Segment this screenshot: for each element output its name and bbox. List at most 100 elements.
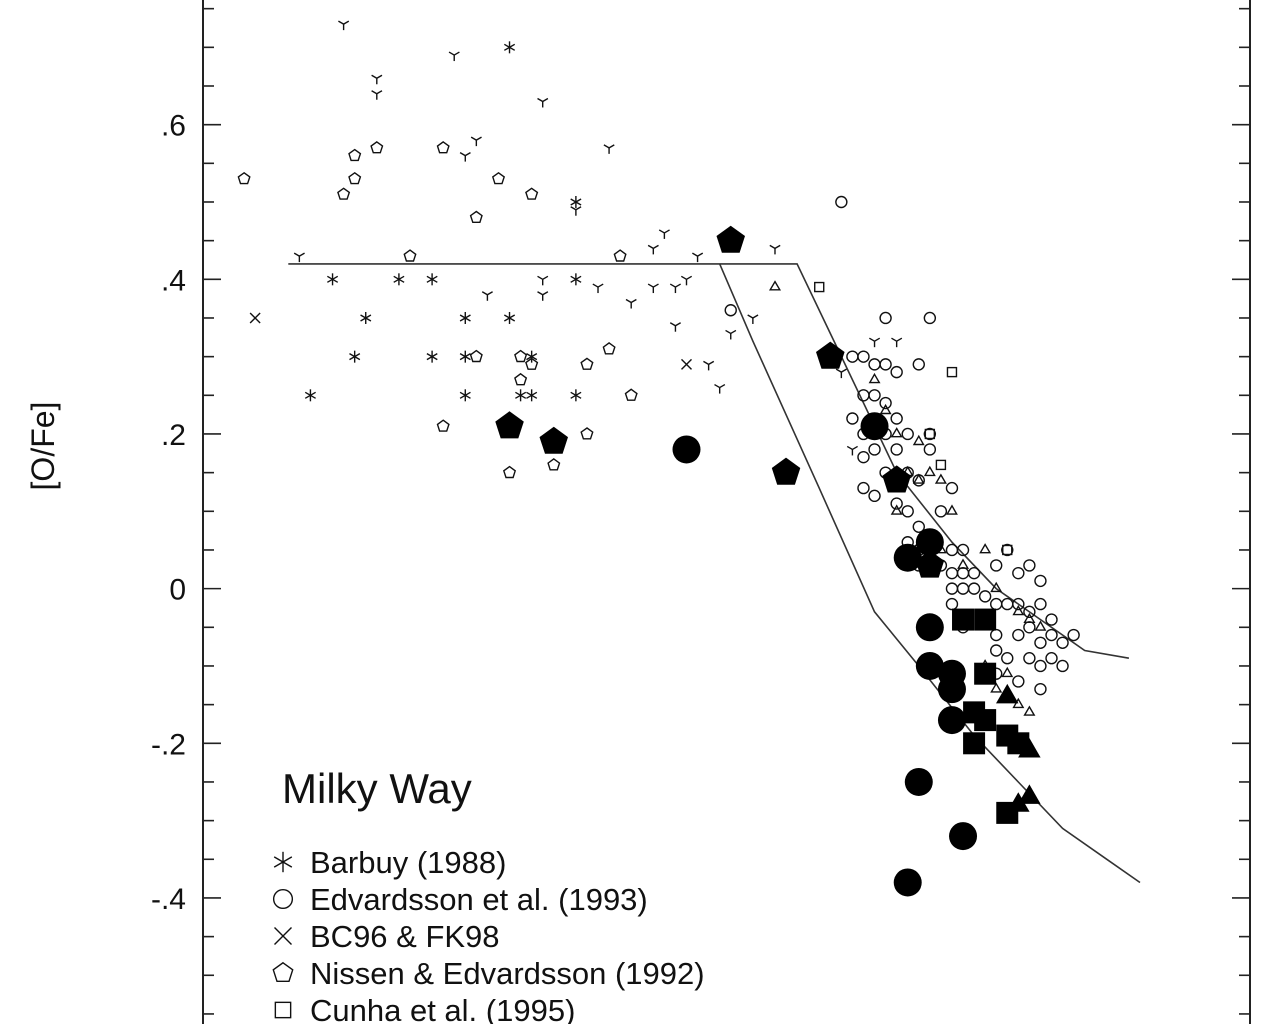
point-square-filled xyxy=(963,732,986,755)
point-tripod xyxy=(692,252,704,263)
series-pentagon-open xyxy=(237,141,638,479)
point-tripod xyxy=(448,51,460,62)
model-line-1 xyxy=(288,263,1130,659)
point-triangle-open xyxy=(1023,612,1036,623)
point-circle-open xyxy=(901,427,914,441)
point-circle-open xyxy=(967,582,981,595)
point-circle-open xyxy=(923,311,937,325)
point-cross xyxy=(681,358,692,370)
point-tripod xyxy=(537,291,549,301)
point-pentagon-open xyxy=(502,465,517,479)
point-circle-filled xyxy=(937,675,966,704)
point-tripod xyxy=(669,322,681,332)
point-circle-open xyxy=(1001,597,1014,611)
point-circle-open xyxy=(934,505,948,518)
point-tripod xyxy=(769,244,781,255)
point-circle-open xyxy=(868,443,881,456)
point-triangle-open xyxy=(890,427,903,438)
point-pentagon-open xyxy=(469,210,483,224)
point-asterisk xyxy=(426,350,438,363)
point-circle-open xyxy=(990,628,1003,642)
point-circle-open xyxy=(1067,628,1080,642)
legend-item: BC96 & FK98 xyxy=(274,919,500,954)
point-tripod xyxy=(592,283,604,294)
legend-label: Barbuy (1988) xyxy=(310,845,506,880)
point-asterisk xyxy=(570,389,582,402)
series-square-open xyxy=(814,281,1013,556)
point-tripod xyxy=(725,329,737,340)
point-pentagon-filled xyxy=(771,457,801,485)
point-circle-filled xyxy=(860,412,889,441)
point-circle-open xyxy=(1056,636,1069,649)
series-triangle-filled xyxy=(996,683,1041,812)
point-triangle-open xyxy=(1034,620,1047,631)
point-asterisk xyxy=(459,311,471,324)
point-triangle-open xyxy=(923,465,936,477)
y-tick-label: .2 xyxy=(161,419,186,452)
point-circle-filled xyxy=(672,435,701,464)
point-tripod xyxy=(470,136,482,147)
y-axis-ticks xyxy=(203,7,1250,1015)
point-circle-open xyxy=(724,304,737,317)
point-pentagon-open xyxy=(514,372,528,386)
legend-marker-asterisk xyxy=(273,851,293,873)
point-circle-open xyxy=(1001,652,1014,665)
point-tripod xyxy=(459,151,471,162)
point-pentagon-open xyxy=(337,187,351,200)
point-triangle-open xyxy=(912,473,925,484)
point-circle-open xyxy=(1045,613,1058,626)
point-circle-open xyxy=(1001,543,1014,557)
point-circle-open xyxy=(1023,559,1036,572)
point-tripod xyxy=(747,314,759,324)
point-circle-open xyxy=(1012,628,1025,642)
point-triangle-open xyxy=(990,581,1003,593)
point-circle-open xyxy=(879,396,892,410)
point-circle-open xyxy=(1045,628,1058,642)
point-pentagon-open xyxy=(525,187,539,200)
point-circle-open xyxy=(945,597,959,611)
point-tripod xyxy=(647,244,659,255)
point-circle-open xyxy=(868,358,881,371)
point-tripod xyxy=(647,283,659,294)
point-tripod xyxy=(537,275,549,286)
point-circle-open xyxy=(956,582,970,595)
point-pentagon-open xyxy=(491,171,506,185)
series-pentagon-filled xyxy=(495,225,945,578)
point-triangle-open xyxy=(879,403,892,415)
point-circle-open xyxy=(1034,574,1047,588)
point-pentagon-open xyxy=(348,171,362,185)
legend-marker-pentagon-open xyxy=(272,961,294,982)
point-square-filled xyxy=(952,608,975,631)
point-circle-open xyxy=(879,311,892,325)
point-circle-filled xyxy=(915,613,944,642)
y-tick-label: .4 xyxy=(161,264,186,297)
point-tripod xyxy=(703,360,715,371)
point-circle-filled xyxy=(893,868,922,897)
point-circle-open xyxy=(835,195,848,209)
point-circle-open xyxy=(912,358,925,371)
legend-item: Barbuy (1988) xyxy=(273,845,506,880)
point-circle-open xyxy=(923,443,937,456)
point-tripod xyxy=(537,97,549,108)
point-pentagon-open xyxy=(624,388,638,401)
y-tick-label: -.4 xyxy=(151,883,186,916)
point-circle-open xyxy=(1034,597,1047,611)
point-asterisk xyxy=(570,195,582,208)
point-circle-open xyxy=(945,543,959,557)
series-triangle-open xyxy=(768,280,1047,716)
point-tripod xyxy=(371,74,383,85)
point-circle-open xyxy=(857,350,870,363)
point-tripod xyxy=(835,368,847,379)
point-circle-open xyxy=(1034,659,1047,673)
point-circle-open xyxy=(857,450,870,464)
point-pentagon-filled xyxy=(915,550,945,578)
point-circle-open xyxy=(912,520,925,533)
point-pentagon-open xyxy=(525,357,539,370)
point-tripod xyxy=(293,252,305,263)
legend-marker-square-open xyxy=(274,1001,292,1019)
point-circle-open xyxy=(890,497,903,510)
point-asterisk xyxy=(426,273,438,286)
point-pentagon-open xyxy=(580,427,594,440)
point-tripod xyxy=(846,445,858,456)
